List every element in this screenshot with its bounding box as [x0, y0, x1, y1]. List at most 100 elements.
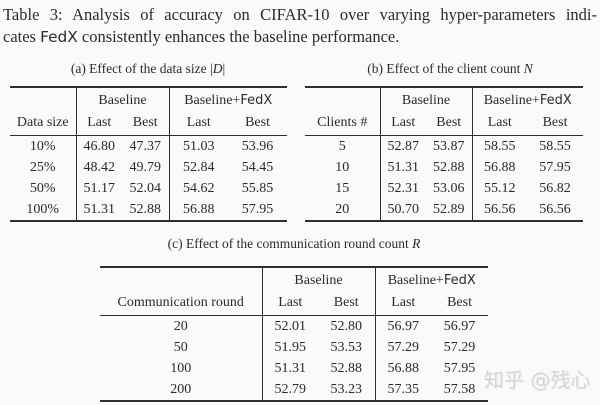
- value-cell: 53.06: [433, 181, 465, 196]
- value-cell: 52.31: [387, 181, 420, 196]
- fedx-wordmark: FedX: [539, 93, 572, 108]
- value-cell: 48.42: [83, 160, 116, 175]
- subcaption-b-text: (b) Effect of the client count: [367, 61, 524, 76]
- col-header-best: Best: [245, 115, 270, 130]
- table-b-group-header-row: Clients # Baseline Baseline+FedX: [305, 87, 584, 136]
- row-label-cell: 5: [305, 135, 381, 157]
- table-a-header: Data size Baseline Baseline+FedX Last Be…: [10, 87, 288, 136]
- caption-line2-post: consistently enhances the baseline perfo…: [77, 26, 400, 46]
- value-cell: 58.55: [527, 135, 584, 157]
- col-header-last: Last: [374, 293, 431, 316]
- zhihu-watermark: 知乎 @残心: [484, 368, 591, 392]
- table-row: 5 52.87 53.87 58.55 58.55: [305, 135, 584, 157]
- table-c-sub-header-row: Last Best Last Best: [100, 293, 488, 316]
- row-label-cell: 10: [305, 157, 381, 178]
- table-row: 20 50.70 52.89 56.56 56.56: [305, 199, 583, 221]
- value-cell: 54.62: [168, 178, 228, 199]
- table-row: 25% 48.42 49.79 52.84 54.45: [10, 157, 287, 178]
- value-cell: 57.95: [539, 160, 571, 175]
- table-row: 200 52.79 53.23 57.35 57.58: [100, 379, 488, 401]
- table-b-body: 5 52.87 53.87 58.55 58.55 10 51.31 52.88…: [305, 135, 584, 221]
- caption-line2-pre: cates: [3, 26, 41, 46]
- value-cell: 57.95: [443, 361, 476, 376]
- subcaption-a: (a) Effect of the data size |D|: [0, 61, 296, 77]
- col-header-best: Best: [436, 115, 462, 130]
- fedx-wordmark: FedX: [40, 27, 78, 46]
- baseline-plus-label: Baseline+: [483, 93, 540, 108]
- value-cell: 52.89: [433, 202, 465, 217]
- value-cell: 52.79: [274, 382, 307, 397]
- value-cell: 52.88: [330, 361, 363, 376]
- row-label-cell: 20: [305, 199, 381, 221]
- value-cell: 46.80: [76, 135, 122, 157]
- table-b-fedx-group-header: Baseline+FedX: [471, 87, 584, 113]
- row-label-cell: 50: [100, 337, 263, 358]
- value-cell: 53.96: [228, 135, 288, 157]
- subcaption-c: (c) Effect of the communication round co…: [0, 236, 588, 252]
- subcaption-c-text: (c) Effect of the communication round co…: [167, 236, 413, 251]
- col-header-last: Last: [87, 115, 112, 130]
- value-cell: 47.37: [122, 135, 169, 157]
- table-row: 10 51.31 52.88 56.88 57.95: [305, 157, 583, 178]
- table-a-data-size: Data size Baseline Baseline+FedX Last Be…: [10, 86, 288, 222]
- value-cell: 52.84: [168, 157, 228, 178]
- baseline-plus-label: Baseline+: [184, 93, 241, 108]
- row-label-cell: 20: [100, 315, 263, 337]
- row-label-cell: 100%: [10, 199, 77, 221]
- table-c-stub-header: Communication round: [100, 267, 263, 316]
- col-header-best: Best: [447, 295, 472, 310]
- table-c-fedx-group-header: Baseline+FedX: [374, 267, 489, 293]
- fedx-wordmark: FedX: [240, 93, 273, 108]
- table-b-sub-header-row: Last Best Last Best: [305, 113, 583, 136]
- table-row: 10% 46.80 47.37 51.03 53.96: [10, 135, 288, 157]
- col-header-last: Last: [471, 113, 527, 136]
- value-cell: 56.88: [374, 358, 431, 379]
- subcaption-a-text: (a) Effect of the data size |: [70, 61, 213, 76]
- value-cell: 52.80: [318, 315, 375, 337]
- table-row: 15 52.31 53.06 55.12 56.82: [305, 178, 583, 199]
- row-label-cell: 200: [100, 379, 263, 401]
- subcaption-b: (b) Effect of the client count N: [302, 61, 598, 77]
- value-cell: 51.17: [83, 181, 116, 196]
- value-cell: 51.31: [274, 361, 307, 376]
- row-label-cell: 25%: [10, 157, 77, 178]
- table-a-body: 10% 46.80 47.37 51.03 53.96 25% 48.42 49…: [10, 135, 288, 221]
- value-cell: 56.82: [539, 181, 571, 196]
- col-header-best: Best: [132, 115, 158, 130]
- row-label-cell: 100: [100, 358, 263, 379]
- value-cell: 57.58: [443, 382, 476, 397]
- table-row: 50% 51.17 52.04 54.62 55.85: [10, 178, 287, 199]
- table-a-fedx-group-header: Baseline+FedX: [168, 87, 288, 113]
- table-b-stub-header: Clients #: [305, 87, 381, 136]
- value-cell: 51.31: [83, 202, 116, 217]
- table-c-communication-round: Communication round Baseline Baseline+Fe…: [100, 266, 489, 402]
- row-label-cell: 10%: [10, 135, 77, 157]
- value-cell: 54.45: [241, 160, 274, 175]
- col-header-last: Last: [278, 295, 303, 310]
- table-a-baseline-group-header: Baseline: [98, 93, 147, 108]
- value-cell: 57.35: [374, 379, 431, 401]
- value-cell: 57.29: [374, 337, 431, 358]
- subcaption-a-close: |: [222, 61, 226, 76]
- col-header-best: Best: [333, 295, 359, 310]
- value-cell: 56.56: [471, 199, 527, 221]
- caption-line-1: Table 3: Analysis of accuracy on CIFAR-1…: [3, 5, 597, 24]
- table-a-stub-header: Data size: [10, 87, 77, 136]
- value-cell: 52.01: [262, 315, 318, 337]
- col-header-last: Last: [168, 113, 228, 136]
- table-c-header: Communication round Baseline Baseline+Fe…: [100, 267, 489, 316]
- table-row: 50 51.95 53.53 57.29 57.29: [100, 337, 488, 358]
- table-b-client-count: Clients # Baseline Baseline+FedX Last Be…: [305, 86, 584, 222]
- value-cell: 49.79: [129, 160, 162, 175]
- value-cell: 52.87: [380, 135, 426, 157]
- value-cell: 58.55: [471, 135, 527, 157]
- value-cell: 52.88: [433, 160, 465, 175]
- table-row: 100 51.31 52.88 56.88 57.95: [100, 358, 488, 379]
- table-row: 20 52.01 52.80 56.97 56.97: [100, 315, 489, 337]
- col-header-last: Last: [391, 115, 416, 130]
- table-b-baseline-group-header: Baseline: [401, 93, 451, 108]
- table-a-group-header-row: Data size Baseline Baseline+FedX: [10, 87, 288, 136]
- value-cell: 56.88: [471, 157, 527, 178]
- value-cell: 51.03: [168, 135, 228, 157]
- value-cell: 52.04: [129, 181, 162, 196]
